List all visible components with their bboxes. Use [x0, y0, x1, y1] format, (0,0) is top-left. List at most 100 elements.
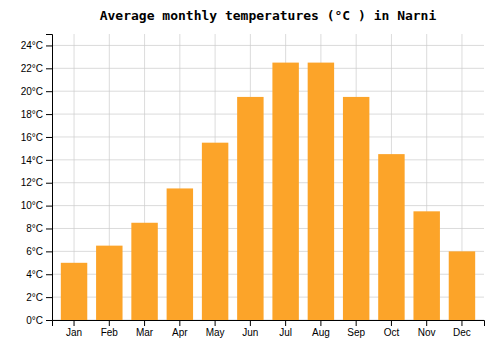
tick-label: Mar	[136, 327, 154, 338]
bar	[413, 211, 439, 320]
tick-label: Dec	[453, 327, 471, 338]
bar	[378, 154, 404, 320]
grid-line	[52, 182, 484, 183]
bar	[237, 97, 263, 320]
tick-mark	[46, 251, 52, 252]
tick-mark	[46, 160, 52, 161]
tick-mark	[46, 68, 52, 69]
tick-mark	[46, 228, 52, 229]
tick-label: 0°C	[26, 315, 43, 326]
tick: 12°C	[21, 177, 52, 188]
tick-label: 18°C	[21, 109, 43, 120]
tick: 16°C	[21, 132, 52, 143]
tick: Sep	[347, 320, 365, 338]
tick: Aug	[312, 320, 330, 338]
bar	[202, 143, 228, 320]
tick: 6°C	[26, 246, 52, 257]
tick-label: 4°C	[26, 269, 43, 280]
grid-line	[52, 68, 484, 69]
tick-mark	[144, 320, 145, 326]
tick-mark	[426, 320, 427, 326]
grid-line	[52, 45, 484, 46]
tick-label: Jul	[279, 327, 292, 338]
grid	[52, 34, 484, 320]
tick-mark	[461, 320, 462, 326]
tick: Dec	[453, 320, 471, 338]
tick-mark	[215, 320, 216, 326]
tick-label: 22°C	[21, 63, 43, 74]
tick: May	[206, 320, 225, 338]
tick: Jan	[66, 320, 82, 338]
tick: 18°C	[21, 109, 52, 120]
tick: 14°C	[21, 155, 52, 166]
tick: Feb	[101, 320, 119, 338]
tick-label: 14°C	[21, 155, 43, 166]
bar	[343, 97, 369, 320]
tick: 0°C	[26, 315, 52, 326]
y-axis: 0°C 2°C 4°C 6°C 8°C 10°C 12°C 14°C 16°C 18°C 20°C 2…	[21, 35, 53, 326]
tick-mark	[74, 320, 75, 326]
plot: Jan Feb Mar Apr May Jun Jul Aug Sep Oct Nov Dec 0°C 2…	[21, 34, 485, 338]
x-axis: Jan Feb Mar Apr May Jun Jul Aug Sep Oct Nov Dec	[53, 320, 485, 338]
tick-label: 24°C	[21, 40, 43, 51]
tick-mark	[46, 320, 52, 321]
tick: Nov	[418, 320, 436, 338]
tick-label: 20°C	[21, 86, 43, 97]
tick-mark	[179, 320, 180, 326]
tick-label: Aug	[312, 327, 330, 338]
tick: 24°C	[21, 40, 52, 51]
grid-line	[52, 114, 484, 115]
bar	[131, 223, 157, 320]
tick-mark	[46, 183, 52, 184]
tick-label: 6°C	[26, 246, 43, 257]
tick: Jul	[279, 320, 292, 338]
tick: Oct	[384, 320, 400, 338]
tick-mark	[285, 320, 286, 326]
tick: Apr	[172, 320, 188, 338]
tick-mark	[46, 297, 52, 298]
bar	[167, 188, 193, 320]
tick: 22°C	[21, 63, 52, 74]
tick-label: May	[206, 327, 225, 338]
tick-mark	[46, 206, 52, 207]
tick-label: 10°C	[21, 200, 43, 211]
tick-mark	[109, 320, 110, 326]
tick-label: 12°C	[21, 177, 43, 188]
tick: 20°C	[21, 86, 52, 97]
tick-label: 8°C	[26, 223, 43, 234]
tick-mark	[250, 320, 251, 326]
tick-mark	[356, 320, 357, 326]
axis-line	[46, 35, 53, 321]
bar	[308, 63, 334, 320]
tick-mark	[46, 137, 52, 138]
bars	[61, 63, 475, 320]
tick-mark	[46, 274, 52, 275]
grid-line	[52, 205, 484, 206]
tick: Mar	[136, 320, 154, 338]
chart: Jan Feb Mar Apr May Jun Jul Aug Sep Oct Nov Dec 0°C 2…	[0, 0, 500, 350]
tick: Jun	[242, 320, 258, 338]
bar	[449, 251, 475, 320]
grid-line	[52, 159, 484, 160]
tick-mark	[46, 45, 52, 46]
tick: 8°C	[26, 223, 52, 234]
bar	[96, 246, 122, 320]
tick-mark	[46, 114, 52, 115]
tick-label: Jun	[242, 327, 258, 338]
grid-line	[52, 91, 484, 92]
bar	[61, 263, 87, 320]
axis-line	[53, 321, 485, 327]
tick-label: Oct	[384, 327, 400, 338]
bar	[272, 63, 298, 320]
tick: 10°C	[21, 200, 52, 211]
tick: 2°C	[26, 292, 52, 303]
tick-label: 2°C	[26, 292, 43, 303]
tick-label: Jan	[66, 327, 82, 338]
tick-mark	[320, 320, 321, 326]
tick-label: Nov	[418, 327, 436, 338]
tick: 4°C	[26, 269, 52, 280]
tick-mark	[391, 320, 392, 326]
tick-label: 16°C	[21, 132, 43, 143]
tick-label: Apr	[172, 327, 188, 338]
tick-mark	[46, 91, 52, 92]
